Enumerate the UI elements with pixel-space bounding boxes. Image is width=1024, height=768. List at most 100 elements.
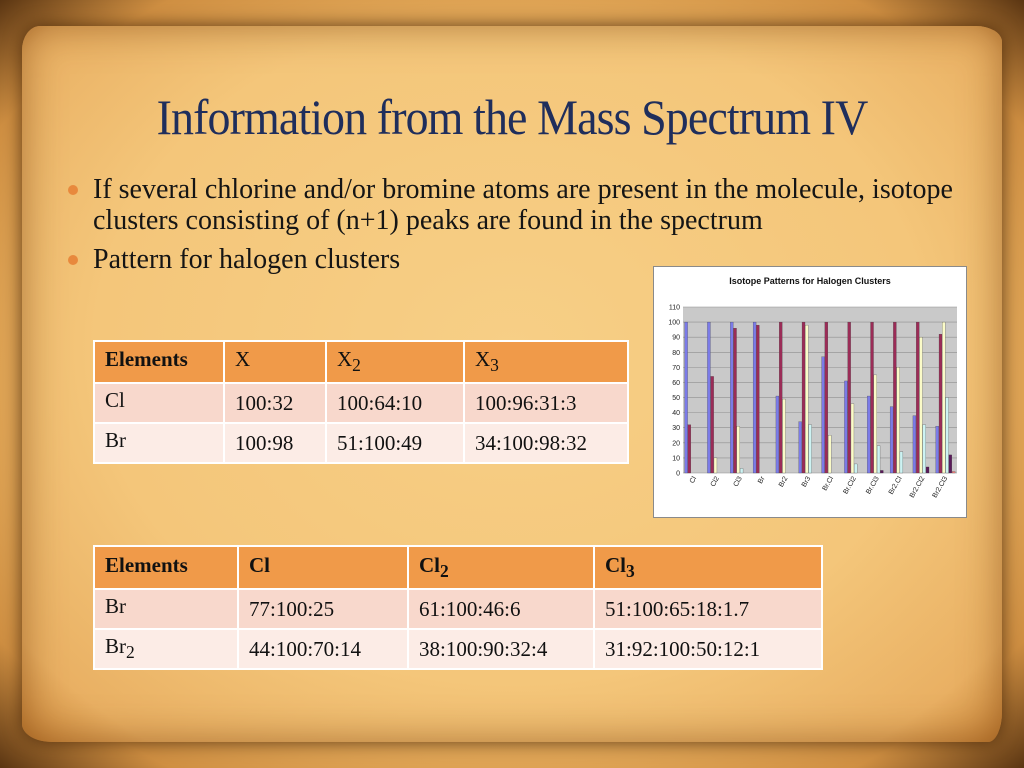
header-cell: Elements	[93, 545, 239, 590]
x-tick-label: Br.Cl	[822, 475, 836, 492]
table-cell: 44:100:70:14	[237, 628, 409, 670]
row-label: Br	[93, 588, 239, 630]
bar	[880, 470, 884, 474]
x-tick-label: Br2	[778, 475, 790, 488]
row-label-text: Br	[105, 634, 126, 659]
bar	[733, 328, 737, 474]
bar	[870, 321, 874, 474]
y-tick-label: 30	[672, 425, 680, 432]
table-cell: 34:100:98:32	[463, 422, 629, 464]
x-tick-label: Br	[757, 475, 767, 485]
row-label: Br2	[93, 628, 239, 670]
y-tick-label: 40	[672, 410, 680, 417]
bar	[684, 321, 688, 474]
table-row: Br2 44:100:70:14 38:100:90:32:4 31:92:10…	[93, 628, 823, 670]
table-row: Cl 100:32 100:64:10 100:96:31:3	[93, 382, 629, 424]
table-cell: 38:100:90:32:4	[407, 628, 595, 670]
header-subscript: 3	[626, 561, 635, 582]
table-cell: 51:100:49	[325, 422, 465, 464]
table-header-row: Elements X X2 X3	[93, 340, 629, 384]
table-cell: 31:92:100:50:12:1	[593, 628, 823, 670]
chart-canvas: Isotope Patterns for Halogen Clusters 0 1…	[668, 276, 957, 499]
row-label-text: Br	[105, 428, 126, 453]
bullet-item: Pattern for halogen clusters	[66, 244, 966, 275]
y-tick-label: 20	[672, 440, 680, 447]
y-tick-label: 80	[672, 350, 680, 357]
bar	[756, 324, 760, 474]
row-label-text: Br	[105, 594, 126, 619]
x-tick-label: Br2.Cl3	[932, 475, 950, 499]
bar	[916, 321, 920, 474]
bar	[873, 374, 877, 474]
bar	[828, 435, 832, 474]
x-tick-label: Br.Cl3	[865, 475, 881, 495]
bar	[775, 395, 780, 474]
bar	[948, 454, 952, 474]
y-tick-label: 10	[672, 455, 680, 462]
slide-title: Information from the Mass Spectrum IV	[156, 89, 869, 145]
bar	[710, 376, 714, 474]
x-tick-label: Br3	[801, 475, 813, 488]
header-text: Elements	[105, 552, 188, 577]
bar	[919, 337, 923, 474]
bar	[847, 321, 851, 474]
bar	[899, 451, 904, 474]
table-cell: 100:96:31:3	[463, 382, 629, 424]
header-text: X	[337, 347, 353, 372]
bar	[713, 457, 718, 474]
header-text: Cl	[605, 552, 626, 577]
header-cell: Elements	[93, 340, 225, 384]
isotope-pattern-chart: Isotope Patterns for Halogen Clusters 0 1…	[653, 266, 967, 518]
y-tick-label: 70	[672, 365, 680, 372]
bar	[782, 398, 786, 474]
bar	[912, 415, 917, 474]
bar	[844, 380, 848, 474]
bar	[752, 321, 757, 474]
y-tick-label: 50	[672, 395, 680, 402]
y-tick-label: 90	[672, 335, 680, 342]
bar	[808, 424, 812, 474]
bar	[896, 367, 900, 474]
table-cell: 100:64:10	[325, 382, 465, 424]
bar	[952, 471, 956, 474]
bar	[922, 424, 926, 474]
bar	[687, 424, 691, 474]
x-tick-label: Br.Cl2	[842, 475, 858, 495]
y-tick-label: 60	[672, 380, 680, 387]
table-row: Br 100:98 51:100:49 34:100:98:32	[93, 422, 629, 464]
bar	[889, 406, 894, 474]
header-cell: X3	[463, 340, 629, 384]
bar	[935, 426, 939, 474]
bar	[893, 321, 897, 474]
x-tick-label: Cl3	[732, 475, 743, 488]
header-cell: X	[223, 340, 327, 384]
chart-title: Isotope Patterns for Halogen Clusters	[729, 276, 891, 286]
header-cell: X2	[325, 340, 465, 384]
bar	[736, 426, 740, 474]
bullet-item: If several chlorine and/or bromine atoms…	[66, 174, 953, 236]
row-label-text: Cl	[105, 388, 125, 413]
table-cell: 100:32	[223, 382, 327, 424]
bar	[739, 468, 744, 474]
x-tick-label: Br2.Cl2	[909, 475, 927, 499]
bar	[925, 466, 930, 474]
y-tick-label: 0	[676, 471, 680, 478]
table-cell: 100:98	[223, 422, 327, 464]
header-cell: Cl2	[407, 545, 595, 590]
header-text: X	[475, 347, 491, 372]
bar	[821, 356, 825, 474]
header-text: X	[235, 347, 251, 372]
header-text: Cl	[249, 552, 270, 577]
bar	[805, 324, 809, 474]
bar	[824, 321, 828, 474]
table-cell: 51:100:65:18:1.7	[593, 588, 823, 630]
bar	[707, 321, 711, 474]
halogen-x-table: Elements X X2 X3 Cl 100:32 100:64:10 100…	[93, 340, 629, 464]
header-subscript: 2	[352, 355, 361, 376]
bar	[942, 321, 946, 474]
bar	[867, 395, 871, 474]
row-label-subscript: 2	[126, 642, 135, 663]
bar	[938, 334, 943, 474]
bar	[876, 445, 881, 474]
y-tick-label: 110	[669, 305, 680, 312]
